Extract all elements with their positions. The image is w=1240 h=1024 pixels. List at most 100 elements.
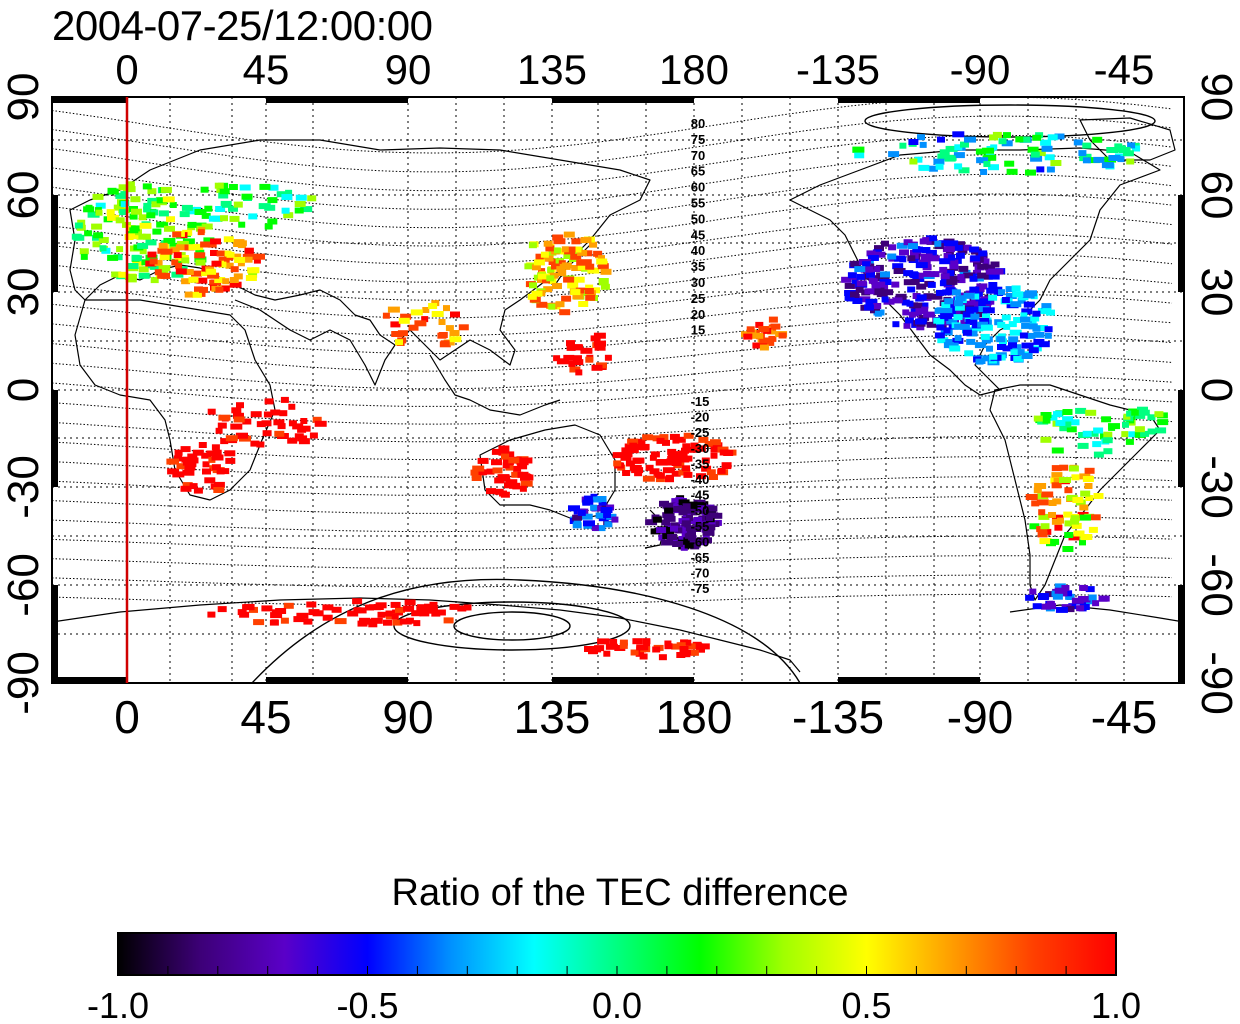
- tec-data-cell: [912, 293, 921, 299]
- tec-data-cell: [1059, 425, 1068, 432]
- tec-data-cell: [694, 516, 703, 523]
- tec-data-cell: [918, 164, 930, 171]
- tec-data-cell: [680, 639, 692, 646]
- contour-label: 25: [691, 291, 705, 306]
- tec-data-cell: [1070, 515, 1080, 522]
- tec-data-cell: [598, 499, 607, 506]
- tec-data-cell: [494, 477, 505, 484]
- tec-data-cell: [87, 211, 100, 218]
- tec-data-cell: [207, 611, 216, 618]
- tec-data-cell: [537, 273, 550, 280]
- tec-data-cell: [841, 276, 852, 283]
- tec-data-cell: [280, 396, 289, 403]
- tec-data-cell: [585, 284, 594, 291]
- tec-data-cell: [945, 240, 956, 247]
- tec-data-cell: [213, 487, 225, 493]
- tec-data-cell: [570, 253, 582, 260]
- tec-data-cell: [517, 471, 529, 478]
- tec-data-cell: [162, 196, 175, 203]
- tec-data-cell: [1023, 301, 1035, 308]
- tec-data-cell: [690, 502, 698, 509]
- tec-data-cell: [158, 265, 169, 272]
- tec-data-cell: [603, 512, 612, 518]
- tec-data-cell: [609, 638, 618, 645]
- tec-data-cell: [1049, 414, 1058, 421]
- tec-data-cell: [411, 610, 422, 617]
- tec-data-cell: [583, 520, 595, 527]
- tec-data-cell: [976, 311, 984, 318]
- tec-data-cell: [1117, 156, 1125, 163]
- tec-data-cell: [137, 242, 149, 249]
- tec-data-cell: [225, 457, 236, 464]
- tec-data-cell: [428, 303, 438, 309]
- tec-data-cell: [531, 290, 543, 297]
- tec-data-cell: [174, 255, 186, 262]
- tec-data-cell: [553, 238, 566, 245]
- tec-data-cell: [893, 268, 906, 274]
- tec-data-cell: [479, 469, 487, 476]
- tec-data-cell: [982, 355, 995, 362]
- tec-data-cell: [440, 340, 450, 347]
- tec-data-cell: [239, 184, 251, 191]
- tec-data-cell: [1001, 314, 1011, 321]
- tec-data-cell: [498, 445, 510, 452]
- tec-data-cell: [368, 604, 381, 611]
- tec-data-cell: [667, 453, 677, 460]
- tec-data-cell: [115, 217, 125, 224]
- tec-data-cell: [211, 454, 224, 461]
- tec-data-cell: [686, 514, 693, 521]
- tec-data-cell: [139, 222, 152, 229]
- tec-data-cell: [963, 272, 976, 279]
- tec-data-cell: [1008, 341, 1017, 348]
- tec-data-cell: [150, 277, 159, 284]
- tec-data-cell: [1093, 451, 1104, 458]
- tec-data-cell: [194, 252, 206, 259]
- tec-data-cell: [988, 273, 1000, 280]
- tec-data-cell: [1044, 326, 1053, 333]
- tec-data-cell: [131, 208, 142, 215]
- tec-data-cell: [166, 216, 175, 223]
- tec-data-cell: [1004, 160, 1015, 167]
- tec-data-cell: [632, 638, 643, 645]
- tec-data-cell: [663, 515, 676, 522]
- tec-data-cell: [277, 423, 286, 430]
- tec-data-cell: [575, 287, 586, 294]
- tec-data-cell: [766, 339, 775, 346]
- tec-data-cell: [248, 213, 258, 220]
- tec-data-cell: [866, 250, 876, 257]
- tec-data-cell: [888, 151, 900, 158]
- tec-data-cell: [635, 444, 647, 450]
- tec-data-cell: [331, 606, 342, 613]
- tec-data-cell: [850, 260, 861, 267]
- tec-data-cell: [445, 325, 454, 332]
- tec-data-cell: [980, 169, 988, 175]
- tec-data-cell: [1003, 323, 1011, 330]
- tec-data-cell: [370, 617, 383, 624]
- tec-data-cell: [1134, 426, 1145, 433]
- tec-data-cell: [431, 311, 444, 317]
- tec-data-cell: [187, 221, 197, 228]
- tec-data-cell: [975, 148, 986, 155]
- tec-data-cell: [125, 276, 137, 283]
- tec-data-cell: [954, 335, 962, 342]
- tec-data-cell: [619, 642, 628, 649]
- tec-data-cell: [585, 356, 594, 363]
- tec-data-cell: [559, 263, 571, 270]
- tec-data-cell: [926, 235, 937, 242]
- tec-data-cell: [472, 465, 485, 472]
- tec-data-cell: [980, 333, 990, 340]
- tec-data-cell: [887, 253, 897, 260]
- tec-data-cell: [884, 289, 894, 296]
- contour-line: [52, 515, 1173, 533]
- tec-data-cell: [211, 464, 221, 471]
- tec-data-cell: [128, 233, 139, 240]
- tec-data-cell: [158, 242, 168, 249]
- tec-data-cell: [977, 272, 987, 279]
- tec-data-cell: [1102, 437, 1113, 444]
- tec-data-cell: [690, 649, 699, 656]
- tec-data-cell: [548, 303, 556, 310]
- tec-data-cell: [969, 246, 980, 253]
- y-tick-label-right: -90: [1192, 651, 1240, 715]
- tec-data-cell: [963, 292, 975, 299]
